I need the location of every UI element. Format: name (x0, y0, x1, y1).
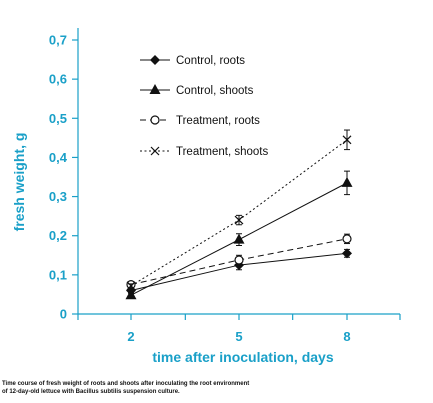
legend-marker (149, 84, 161, 94)
y-tick-label: 0 (60, 307, 67, 322)
legend-item-2: Control, shoots (140, 84, 254, 97)
legend-marker (150, 146, 160, 156)
legend-marker (150, 55, 160, 65)
caption-line-2: of 12-day-old lettuce with Bacillus subt… (2, 389, 180, 395)
legend-item-1: Control, roots (140, 55, 245, 67)
data-point (342, 135, 352, 145)
x-tick-label: 5 (235, 329, 242, 344)
data-point (233, 233, 245, 244)
y-tick-label: 0,4 (49, 150, 68, 165)
data-point (341, 176, 353, 187)
y-axis-ticks: 0 0,1 0,2 0,3 0,4 0,5 0,6 0,7 (49, 33, 78, 322)
y-axis-label: fresh weight, g (11, 133, 27, 232)
legend-marker (150, 115, 160, 125)
caption-line-1: Time course of fresh weight of roots and… (2, 381, 250, 387)
data-point (234, 255, 244, 265)
legend-label: Control, roots (176, 55, 245, 67)
y-tick-label: 0,7 (49, 33, 67, 48)
x-axis-label: time after inoculation, days (152, 349, 333, 365)
y-tick-label: 0,3 (49, 189, 67, 204)
data-point-stroke (126, 281, 136, 291)
data-point (126, 281, 136, 291)
legend-label: Treatment, roots (176, 115, 260, 127)
legend: Control, roots Control, shoots Treatment, … (140, 55, 269, 158)
legend-item-3: Treatment, roots (140, 115, 260, 127)
y-tick-label: 0,2 (49, 228, 67, 243)
data-point-stroke (234, 215, 244, 225)
series-layer (125, 129, 353, 300)
y-tick-label: 0,5 (49, 111, 67, 126)
x-tick-label: 2 (127, 329, 134, 344)
x-tick-label: 8 (343, 329, 350, 344)
y-tick-label: 0,6 (49, 72, 67, 87)
data-point (234, 215, 244, 225)
y-tick-label: 0,1 (49, 267, 67, 282)
data-point (342, 234, 352, 244)
legend-label: Control, shoots (176, 85, 254, 97)
figure-caption: Time course of fresh weight of roots and… (2, 380, 432, 396)
legend-label: Treatment, shoots (176, 146, 269, 158)
series-3 (126, 233, 352, 290)
series-2 (125, 170, 353, 300)
axes (77, 28, 400, 315)
series-4 (126, 129, 352, 291)
legend-marker-stroke (150, 146, 160, 156)
data-point (342, 248, 352, 259)
data-point (125, 289, 137, 300)
legend-item-4: Treatment, shoots (140, 146, 269, 158)
data-point-stroke (342, 135, 352, 145)
x-axis-ticks: 2 5 8 (77, 314, 401, 344)
line-chart: 0 0,1 0,2 0,3 0,4 0,5 0,6 0,7 2 5 8 fresh weight,… (11, 28, 401, 365)
